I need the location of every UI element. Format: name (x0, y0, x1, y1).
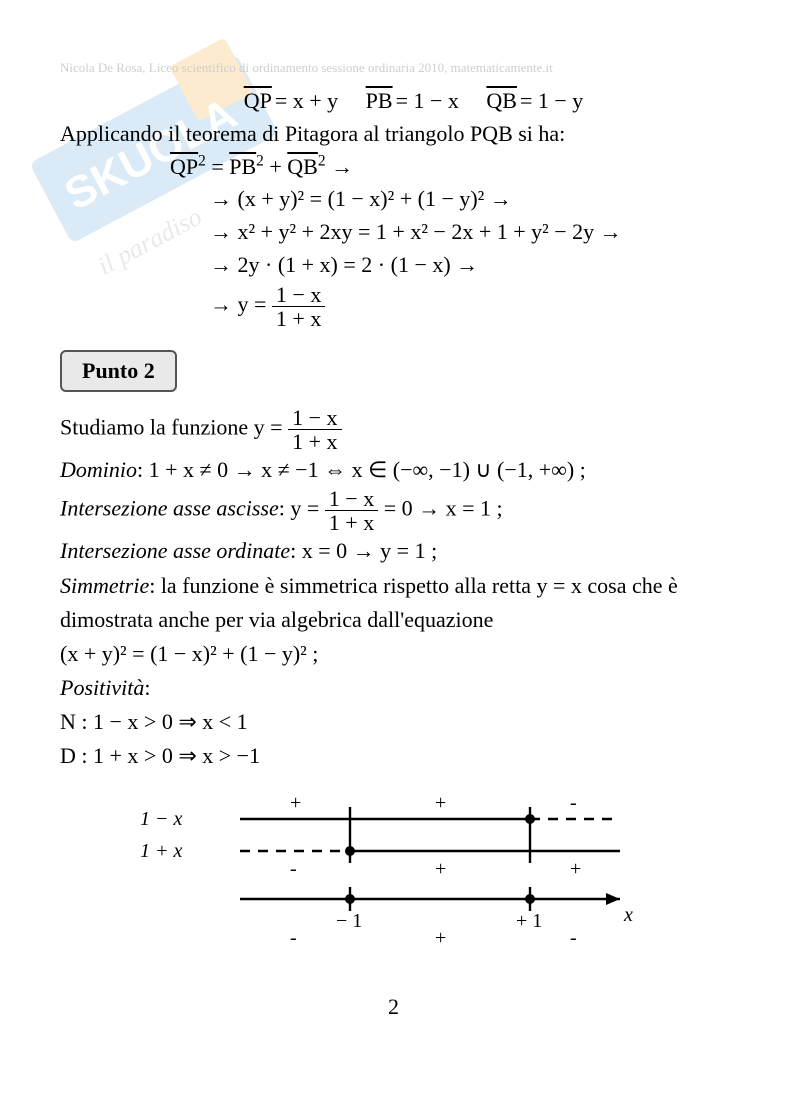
svg-text:+: + (435, 792, 446, 814)
int-x-line: Intersezione asse ascisse: y = 1 − x 1 +… (60, 487, 727, 534)
positivita-d: D : 1 + x > 0 ⇒ x > −1 (60, 739, 727, 773)
sign-diagram: 1 − x 1 + x − 1 + 1 x + + - - + + - + - (130, 789, 727, 964)
svg-text:1 + x: 1 + x (140, 840, 182, 862)
svg-text:1 − x: 1 − x (140, 808, 182, 830)
text-pitagora: Applicando il teorema di Pitagora al tri… (60, 119, 727, 150)
eq-top: QP= x + y PB= 1 − x QB= 1 − y (60, 86, 727, 117)
deriv-l1: QP2 = PB2 + QB2 → (60, 152, 727, 183)
content: Nicola De Rosa, Liceo scientifico di ord… (60, 60, 727, 1020)
svg-text:-: - (570, 792, 577, 814)
study-intro: Studiamo la funzione y = 1 − x 1 + x (60, 406, 727, 453)
simmetrie-eq: (x + y)² = (1 − x)² + (1 − y)² ; (60, 637, 727, 671)
svg-text:+: + (290, 792, 301, 814)
deriv-l3: → x² + y² + 2xy = 1 + x² − 2x + 1 + y² −… (60, 217, 727, 248)
int-y-line: Intersezione asse ordinate: x = 0 → y = … (60, 534, 727, 568)
page-number: 2 (60, 994, 727, 1020)
svg-text:+: + (435, 927, 446, 949)
svg-text:-: - (290, 927, 297, 949)
dominio-line: Dominio: 1 + x ≠ 0 → x ≠ −1 ⇔ x ∈ (−∞, −… (60, 453, 727, 487)
svg-text:− 1: − 1 (336, 910, 362, 932)
svg-text:+: + (570, 858, 581, 880)
deriv-l4: → 2y · (1 + x) = 2 · (1 − x) → (60, 250, 727, 281)
deriv-l5: → y = 1 − x 1 + x (60, 283, 727, 330)
study-block: Studiamo la funzione y = 1 − x 1 + x Dom… (60, 406, 727, 773)
sign-diagram-svg: 1 − x 1 + x − 1 + 1 x + + - - + + - + - (130, 789, 650, 959)
simmetrie-line: Simmetrie: la funzione è simmetrica risp… (60, 569, 727, 637)
svg-text:x: x (623, 904, 633, 926)
header-note: Nicola De Rosa, Liceo scientifico di ord… (60, 60, 727, 76)
svg-text:+: + (435, 858, 446, 880)
svg-text:+ 1: + 1 (516, 910, 542, 932)
page: SKUOLA il paradiso Nicola De Rosa, Liceo… (0, 0, 787, 1116)
svg-text:-: - (290, 858, 297, 880)
positivita-line: Positività: (60, 671, 727, 705)
punto-2-heading: Punto 2 (60, 350, 177, 392)
deriv-l2: → (x + y)² = (1 − x)² + (1 − y)² → (60, 184, 727, 215)
positivita-n: N : 1 − x > 0 ⇒ x < 1 (60, 705, 727, 739)
svg-text:-: - (570, 927, 577, 949)
